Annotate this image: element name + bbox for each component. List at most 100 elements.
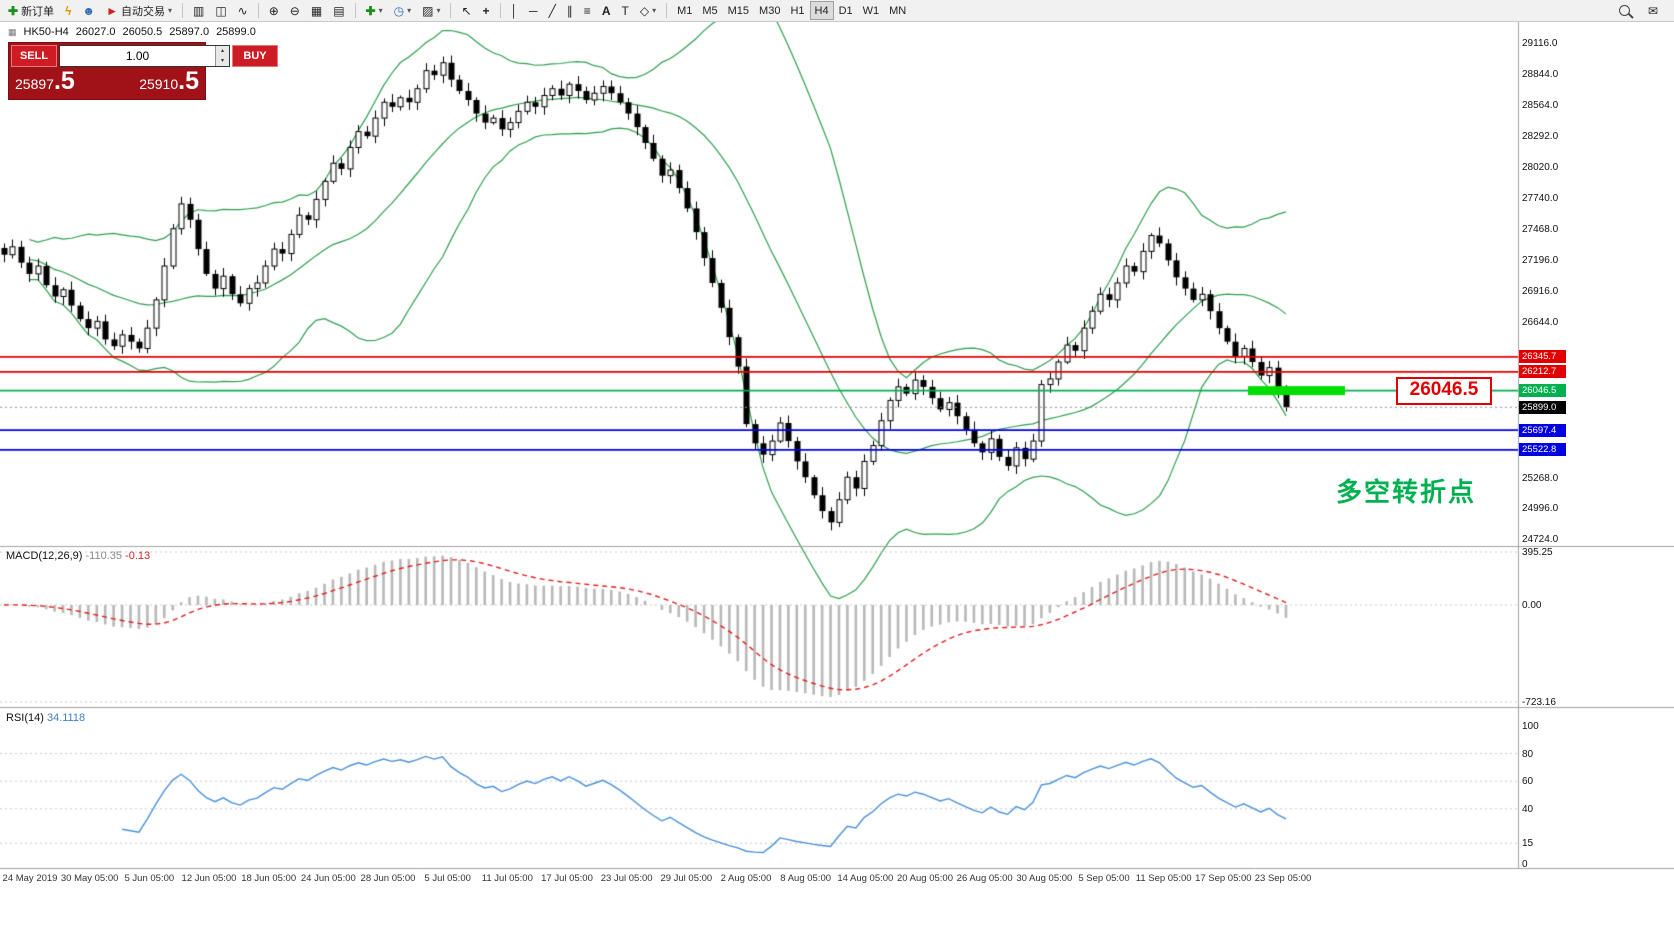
ohlc-open: 26027.0	[75, 26, 116, 38]
toolbar-separator	[181, 3, 183, 18]
time-axis-label: 18 Jun 05:00	[241, 873, 297, 884]
sell-button[interactable]: SELL	[11, 45, 57, 67]
messages-button[interactable]: ✉	[1643, 1, 1663, 20]
price-axis[interactable]: 29116.0 28844.0 28564.0 28292.0 28020.0 27740…	[1518, 22, 1674, 870]
user-button[interactable]: ☻	[77, 1, 100, 20]
rsi-axis-label: 100	[1522, 721, 1539, 732]
time-axis-label: 24 May 2019	[2, 873, 58, 884]
grid-button[interactable]: ▦	[306, 1, 327, 20]
sell-price-main: 25897	[15, 76, 54, 92]
volume-up-button[interactable]: ▴	[216, 46, 229, 56]
price-axis-label: 28844.0	[1522, 68, 1559, 80]
time-axis-label: 28 Jun 05:00	[360, 873, 416, 884]
price-axis-label: 25268.0	[1522, 472, 1559, 484]
rsi-value: 34.1118	[46, 712, 86, 724]
toolbar-right-group: ✉	[1614, 1, 1671, 20]
bar-chart-icon: ▥	[192, 3, 205, 18]
vertical-line-icon: │	[510, 3, 519, 18]
toolbar-separator	[499, 3, 501, 18]
timeframe-w1[interactable]: W1	[858, 1, 885, 20]
period-button[interactable]: ◷ ▾	[389, 1, 417, 20]
fibonacci-button[interactable]: ≡	[579, 1, 596, 20]
chevron-down-icon: ▾	[652, 6, 657, 15]
macd-axis-label: 0.00	[1522, 600, 1542, 611]
time-axis[interactable]: 24 May 2019 30 May 05:00 5 Jun 05:00 12 Jun…	[0, 869, 1518, 909]
shapes-icon: ◇	[639, 3, 650, 18]
zoom-out-button[interactable]: ⊖	[285, 1, 305, 20]
buy-price-big: .5	[178, 67, 199, 95]
price-axis-label: 27196.0	[1522, 254, 1559, 266]
rsi-axis-label: 80	[1522, 748, 1534, 760]
time-axis-label: 23 Jul 05:00	[600, 873, 653, 884]
shapes-button[interactable]: ◇ ▾	[635, 1, 661, 20]
time-axis-label: 8 Aug 05:00	[780, 873, 832, 884]
chart-canvas[interactable]	[0, 22, 1674, 949]
cursor-button[interactable]: ↖	[456, 1, 476, 20]
search-button[interactable]	[1614, 1, 1635, 20]
candlestick-chart-button[interactable]: ◫	[210, 1, 231, 20]
one-click-trading-panel: SELL ▴ ▾ BUY 25897 .5 25910 .5	[8, 42, 278, 100]
zoom-in-button[interactable]: ⊕	[264, 1, 284, 20]
buy-price: 25910 .5	[139, 68, 199, 97]
user-icon: ☻	[82, 3, 96, 18]
crosshair-button[interactable]: +	[478, 1, 495, 20]
channel-icon: ∥	[566, 3, 573, 18]
chevron-down-icon: ▾	[407, 6, 412, 15]
trendline-button[interactable]: ╱	[544, 1, 561, 20]
buy-button[interactable]: BUY	[232, 45, 278, 67]
timeframe-m30[interactable]: M30	[754, 1, 785, 20]
timeframe-mn[interactable]: MN	[884, 1, 911, 20]
line-chart-button[interactable]: ∿	[233, 1, 253, 20]
timeframe-d1[interactable]: D1	[834, 1, 858, 20]
price-level-badge: 26046.5	[1519, 384, 1566, 398]
price-axis-label: 27740.0	[1522, 193, 1559, 205]
time-axis-label: 12 Jun 05:00	[181, 873, 237, 884]
time-axis-label: 2 Aug 05:00	[720, 873, 772, 884]
timeframe-m15[interactable]: M15	[723, 1, 754, 20]
tile-windows-icon: ▤	[333, 3, 345, 18]
price-axis-label: 28292.0	[1522, 131, 1559, 143]
rsi-indicator-label: RSI(14) 34.1118	[6, 712, 85, 724]
time-axis-label: 26 Aug 05:00	[956, 873, 1013, 884]
horizontal-line-button[interactable]: ─	[524, 1, 543, 20]
time-axis-label: 30 Aug 05:00	[1016, 873, 1073, 884]
price-level-badge: 26212.7	[1519, 365, 1566, 379]
new-order-button[interactable]: ✚ 新订单	[3, 1, 59, 20]
add-indicator-button[interactable]: ✚ ▾	[361, 1, 388, 20]
vertical-line-button[interactable]: │	[506, 1, 524, 20]
sell-price-big: .5	[53, 67, 75, 95]
sell-price: 25897 .5	[15, 68, 75, 97]
chevron-down-icon: ▾	[378, 6, 383, 15]
time-axis-label: 14 Aug 05:00	[837, 873, 894, 884]
volume-down-button[interactable]: ▾	[216, 56, 229, 66]
price-axis-label: 28020.0	[1522, 161, 1559, 173]
cursor-icon: ↖	[461, 3, 472, 18]
candlestick-chart-icon: ◫	[215, 3, 227, 18]
template-button[interactable]: ▨ ▾	[417, 1, 445, 20]
panel-splitter[interactable]	[0, 706, 1674, 710]
buy-price-main: 25910	[139, 76, 179, 92]
ohlc-close: 25899.0	[216, 26, 256, 38]
add-indicator-icon: ✚	[365, 3, 376, 18]
macd-signal-value: -0.13	[125, 550, 151, 562]
label-tool-button[interactable]: T	[616, 1, 633, 20]
price-axis-label: 24996.0	[1522, 503, 1559, 515]
auto-trading-button[interactable]: ► 自动交易 ▾	[101, 1, 177, 20]
volume-input[interactable]	[60, 46, 215, 66]
panel-splitter[interactable]	[0, 545, 1674, 549]
timeframe-m5[interactable]: M5	[697, 1, 722, 20]
price-axis-label: 29116.0	[1522, 38, 1558, 49]
lightning-button[interactable]: ϟ	[60, 1, 76, 20]
channel-button[interactable]: ∥	[562, 1, 578, 20]
macd-name: MACD(12,26,9)	[6, 550, 83, 562]
text-tool-button[interactable]: A	[597, 1, 616, 20]
tile-windows-button[interactable]: ▤	[328, 1, 349, 20]
level-price-callout: 26046.5	[1396, 377, 1492, 405]
timeframe-m1[interactable]: M1	[672, 1, 697, 20]
time-axis-label: 23 Sep 05:00	[1254, 873, 1312, 884]
price-level-badge: 26345.7	[1519, 350, 1566, 364]
timeframe-h4[interactable]: H4	[809, 1, 834, 20]
clock-icon: ◷	[393, 3, 405, 18]
timeframe-h1[interactable]: H1	[785, 1, 809, 20]
bar-chart-button[interactable]: ▥	[188, 1, 209, 20]
